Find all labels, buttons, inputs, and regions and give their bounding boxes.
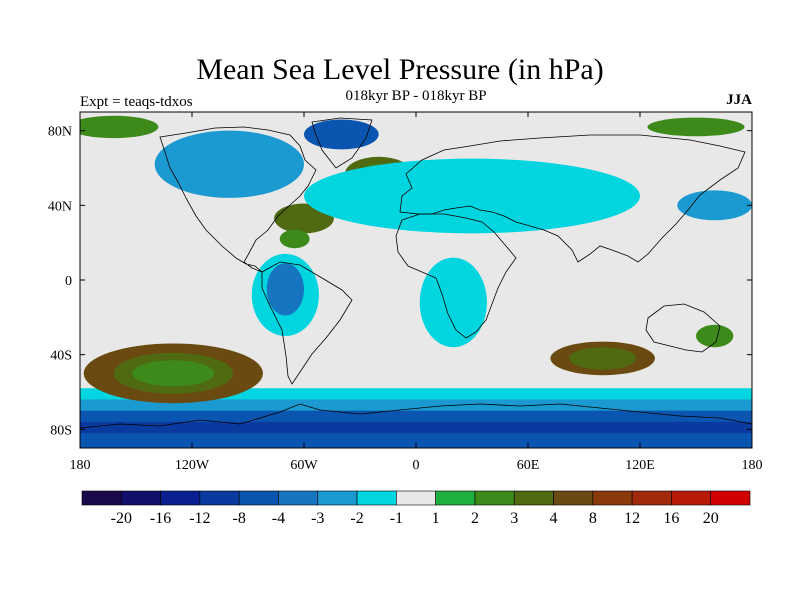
colorbar-label-4: -4 xyxy=(272,510,285,527)
colorbar-label-13: 12 xyxy=(624,510,640,527)
coastline-europe-asia xyxy=(399,134,746,263)
colorbar: -20 -16 -12 -8 -4 -3 -2 -1 1 2 3 4 8 12 16 20 xyxy=(81,490,751,527)
x-tick-label-4: 60E xyxy=(517,458,540,473)
x-tick-label-6: 180 xyxy=(742,458,763,473)
axis-ticks: 180 120W 60W 0 60E 120E 180 80N 40N 0 40S 80S xyxy=(48,112,763,473)
coastlines xyxy=(80,117,752,429)
contour-feature-5 xyxy=(696,324,734,348)
x-tick-label-5: 120E xyxy=(625,458,655,473)
colorbar-label-8: 1 xyxy=(432,510,440,527)
colorbar-swatch-10 xyxy=(474,490,515,506)
colorbar-swatch-11 xyxy=(513,490,554,506)
contour-feature-15 xyxy=(304,158,640,234)
contour-feature-11 xyxy=(647,117,745,137)
contour-feature-14 xyxy=(419,257,487,348)
colorbar-swatch-0 xyxy=(81,490,122,506)
y-tick-label-1: 40N xyxy=(48,199,72,214)
coastline-australia xyxy=(645,303,721,353)
y-tick-label-3: 40S xyxy=(50,349,72,364)
colorbar-label-9: 2 xyxy=(471,510,479,527)
colorbar-label-6: -2 xyxy=(350,510,363,527)
colorbar-label-10: 3 xyxy=(510,510,518,527)
colorbar-label-11: 4 xyxy=(550,510,558,527)
colorbar-swatch-6 xyxy=(317,490,358,506)
contour-feature-10 xyxy=(80,115,159,139)
y-tick-label-4: 80S xyxy=(50,423,72,438)
colorbar-label-0: -20 xyxy=(111,510,132,527)
contour-feature-18 xyxy=(677,190,752,221)
coastline-africa xyxy=(395,213,517,339)
colorbar-label-15: 20 xyxy=(703,510,719,527)
x-tick-label-0: 180 xyxy=(70,458,91,473)
season-label: JJA xyxy=(726,92,752,108)
colorbar-swatch-5 xyxy=(278,490,319,506)
colorbar-label-14: 16 xyxy=(663,510,679,527)
colorbar-swatch-9 xyxy=(435,490,476,506)
x-tick-label-2: 60W xyxy=(290,458,318,473)
x-tick-label-1: 120W xyxy=(175,458,210,473)
contour-feature-17 xyxy=(304,119,379,150)
colorbar-swatch-16 xyxy=(710,490,751,506)
colorbar-swatch-7 xyxy=(356,490,397,506)
contour-band-3 xyxy=(80,421,752,434)
colorbar-swatch-2 xyxy=(160,490,201,506)
colorbar-label-3: -8 xyxy=(233,510,246,527)
colorbar-swatch-14 xyxy=(631,490,672,506)
colorbar-label-1: -16 xyxy=(150,510,171,527)
y-tick-label-2: 0 xyxy=(65,274,72,289)
x-tick-label-3: 0 xyxy=(413,458,420,473)
contour-feature-13 xyxy=(266,263,305,316)
contour-feature-16 xyxy=(154,130,304,198)
contour-feature-4 xyxy=(569,347,637,370)
contour-feature-9 xyxy=(279,229,310,249)
colorbar-swatch-1 xyxy=(120,490,161,506)
colorbar-swatch-3 xyxy=(199,490,240,506)
colorbar-label-5: -3 xyxy=(311,510,324,527)
colorbar-swatch-4 xyxy=(238,490,279,506)
colorbar-label-12: 8 xyxy=(589,510,597,527)
y-tick-label-0: 80N xyxy=(48,125,72,140)
experiment-label: Expt = teaqs-tdxos xyxy=(80,94,193,110)
coastline-greenland xyxy=(311,117,373,169)
colorbar-label-7: -1 xyxy=(390,510,403,527)
map-subtitle: 018kyr BP - 018kyr BP xyxy=(345,88,487,104)
contour-features xyxy=(80,115,752,404)
contour-feature-2 xyxy=(132,360,215,387)
coastline-north-america xyxy=(159,126,317,273)
colorbar-swatch-15 xyxy=(671,490,712,506)
colorbar-swatch-13 xyxy=(592,490,633,506)
coastline-antarctica xyxy=(80,403,752,429)
colorbar-swatch-12 xyxy=(553,490,594,506)
coastline-south-america xyxy=(261,261,353,385)
map-title: Mean Sea Level Pressure (in hPa) xyxy=(196,53,604,86)
colorbar-swatch-8 xyxy=(396,490,436,506)
colorbar-label-2: -12 xyxy=(189,510,210,527)
